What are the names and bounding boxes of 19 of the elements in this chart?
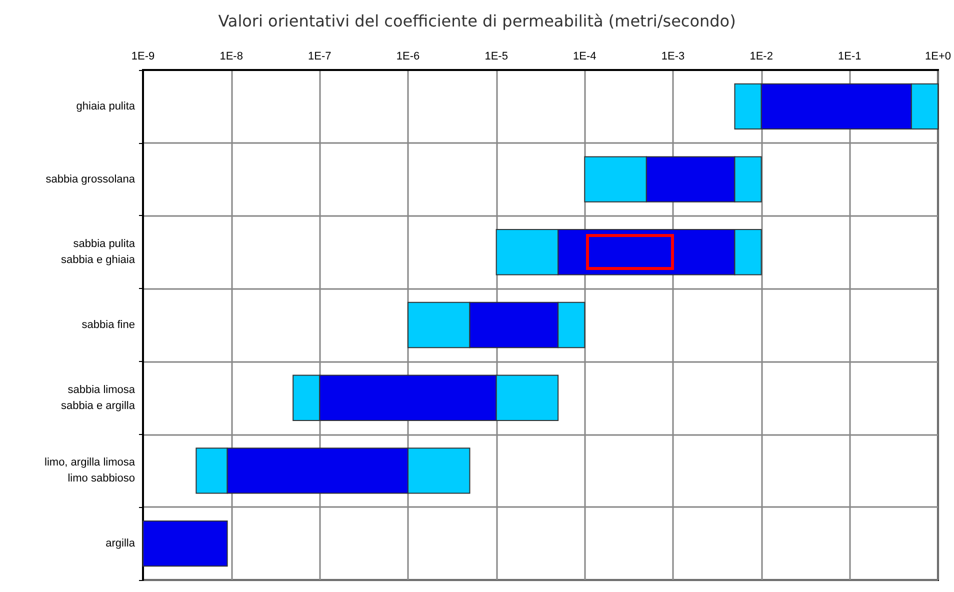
x-tick-label: 1E-6 — [396, 50, 420, 62]
x-tick-label: 1E+0 — [925, 50, 951, 62]
x-tick-label: 1E-1 — [838, 50, 862, 62]
chart-title: Valori orientativi del coefficiente di permeabilità (metri/secondo) — [218, 12, 736, 30]
y-tick-label: ghiaia pulita — [76, 100, 136, 112]
y-tick-label: sabbia limosa sabbia e argilla — [61, 384, 136, 412]
y-tick-label: argilla — [106, 538, 136, 550]
x-tick-label: 1E-7 — [308, 50, 332, 62]
bar — [142, 520, 228, 567]
y-tick-label: sabbia fine — [82, 319, 135, 331]
x-tick-label: 1E-2 — [750, 50, 773, 62]
y-tick-label: sabbia pulita sabbia e ghiaia — [60, 238, 136, 266]
y-tick-label: limo, argilla limosa limo sabbioso — [44, 456, 136, 485]
x-tick-label: 1E-8 — [220, 50, 243, 62]
y-tick-label: sabbia grossolana — [46, 173, 136, 186]
x-tick-label: 1E-3 — [661, 50, 685, 62]
x-tick-label: 1E-9 — [131, 50, 155, 62]
x-tick-label: 1E-4 — [573, 50, 596, 62]
x-tick-label: 1E-5 — [484, 50, 508, 62]
